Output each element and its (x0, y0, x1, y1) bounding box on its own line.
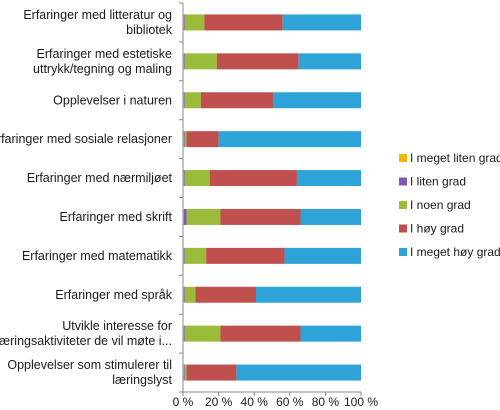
legend-label: I noen grad (410, 198, 471, 212)
bar-segment-2-series-4 (216, 53, 299, 70)
category-label-line: bibliotek (126, 23, 173, 37)
bar-segment-8-series-3 (184, 286, 196, 303)
category-label-10: Opplevelser som stimulerer til læringslys… (7, 358, 172, 387)
category-label-line: Opplevelser som stimulerer til (7, 358, 172, 372)
x-tick-label: 100 % (344, 395, 378, 409)
bar-segment-6-series-5 (300, 208, 361, 225)
category-label-6: Erfaringer med skrift (59, 210, 172, 224)
bar-segment-1-series-5 (282, 14, 361, 31)
category-label-line: Erfaringer med litteratur og (23, 8, 172, 22)
bar-segment-3-series-2 (183, 92, 185, 109)
category-label-1: Erfaringer med litteratur og bibliotek (23, 8, 172, 37)
bar-segment-3-series-3 (184, 92, 201, 109)
bar-segment-9-series-4 (220, 325, 301, 342)
bar-segment-4-series-5 (218, 131, 361, 148)
category-label-line: Erfaringer med språk (55, 288, 172, 302)
bar-segment-9-series-2 (183, 325, 185, 342)
category-label-4: Erfaringer med sosiale relasjoner (0, 132, 172, 146)
bar-segment-3-series-5 (273, 92, 361, 109)
category-label-5: Erfaringer med nærmiljøet (27, 171, 173, 185)
category-label-line: Erfaringer med sosiale relasjoner (0, 132, 172, 146)
bar-segment-10-series-4 (186, 364, 237, 381)
category-labels: Erfaringer med litteratur og bibliotekErf… (0, 8, 173, 387)
bar-segment-5-series-4 (209, 170, 297, 187)
legend-swatch (399, 248, 407, 256)
x-tick-labels: 0 % 20 % 40 % 60 % 80 % 100 % (173, 395, 379, 409)
bar-segment-4-series-3 (184, 131, 187, 148)
legend-label: I meget liten grad (410, 151, 500, 165)
legend-swatch (399, 201, 407, 209)
category-label-line: læringslyst (112, 373, 172, 387)
bar-segment-8-series-2 (183, 286, 185, 303)
bar-segment-2-series-5 (298, 53, 361, 70)
bar-segment-10-series-3 (184, 364, 187, 381)
x-tick-label: 60 % (276, 395, 304, 409)
bar-segment-4-series-2 (183, 131, 185, 148)
bar-segment-10-series-2 (183, 364, 185, 381)
bar-segment-1-series-2 (183, 14, 185, 31)
category-label-line: Utvikle interesse for (62, 319, 172, 333)
x-tick-label: 40 % (241, 395, 269, 409)
category-label-7: Erfaringer med matematikk (22, 249, 173, 263)
legend-swatch (399, 154, 407, 162)
bar-segment-9-series-3 (184, 325, 221, 342)
category-label-line: Erfaringer med nærmiljøet (27, 171, 173, 185)
x-tick-label: 20 % (205, 395, 233, 409)
category-label-line: uttrykk/tegning og maling (33, 62, 172, 76)
bar-segment-7-series-2 (183, 247, 185, 264)
category-label-8: Erfaringer med språk (55, 288, 172, 302)
bar-segment-2-series-3 (184, 53, 217, 70)
bar-segment-6-series-2 (183, 208, 187, 225)
bar-segment-8-series-4 (195, 286, 256, 303)
x-tick-label: 0 % (173, 395, 194, 409)
bar-segment-9-series-5 (300, 325, 361, 342)
bar-segment-5-series-2 (183, 170, 185, 187)
legend-swatch (399, 224, 407, 233)
category-label-2: Erfaringer med estetiske uttrykk/tegning … (33, 47, 172, 76)
category-label-line: Erfaringer med estetiske (37, 47, 173, 61)
bar-segment-10-series-5 (236, 364, 361, 381)
bar-segment-5-series-5 (296, 170, 361, 187)
bar-segment-7-series-4 (206, 247, 285, 264)
bar-segment-6-series-3 (186, 208, 221, 225)
bar-segment-2-series-2 (183, 53, 185, 70)
category-label-line: Erfaringer med matematikk (22, 249, 173, 263)
legend: I meget liten grad I liten grad I noen gra… (399, 151, 500, 259)
bar-segment-4-series-4 (186, 131, 219, 148)
bar-segment-8-series-5 (255, 286, 361, 303)
category-label-line: Opplevelser i naturen (53, 93, 172, 107)
legend-swatch (399, 177, 407, 186)
bar-segment-1-series-3 (184, 14, 205, 31)
legend-label: I høy grad (410, 222, 464, 236)
axes-group (179, 2, 362, 396)
legend-label: I liten grad (410, 175, 466, 189)
category-label-line: læringsaktiviteter de vil møte i... (0, 334, 172, 348)
category-label-9: Utvikle interesse for læringsaktiviteter … (0, 319, 172, 348)
bars-group (183, 14, 361, 381)
category-label-3: Opplevelser i naturen (53, 93, 172, 107)
bar-segment-3-series-4 (200, 92, 274, 109)
bar-segment-5-series-3 (184, 170, 210, 187)
category-label-line: Erfaringer med skrift (59, 210, 172, 224)
x-tick-label: 80 % (312, 395, 340, 409)
bar-segment-7-series-3 (184, 247, 207, 264)
legend-label: I meget høy grad (410, 245, 500, 259)
bar-segment-7-series-5 (284, 247, 361, 264)
bar-segment-6-series-4 (220, 208, 301, 225)
bar-segment-1-series-4 (204, 14, 283, 31)
